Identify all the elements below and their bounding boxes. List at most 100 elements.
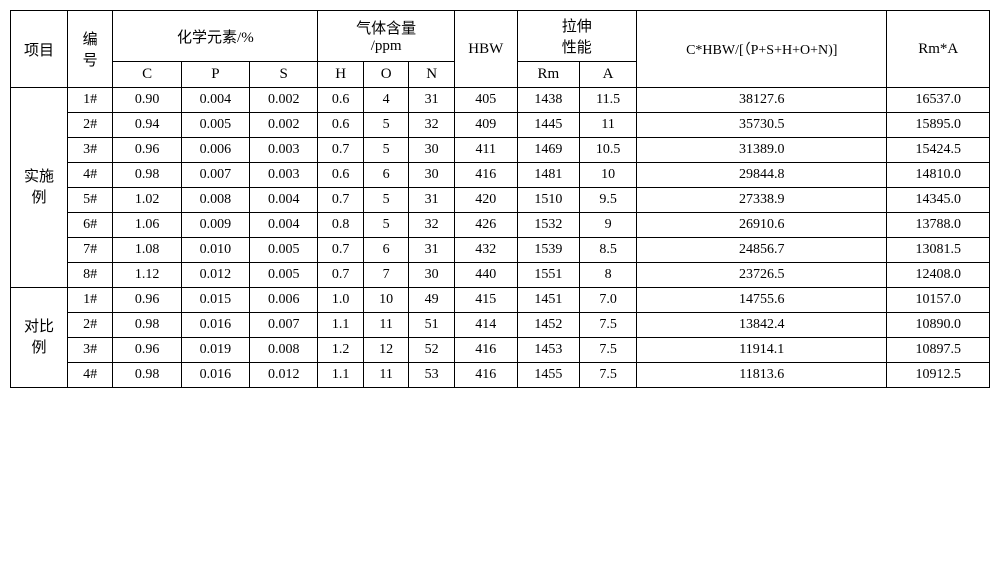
cell-o: 6	[363, 238, 409, 263]
cell-s: 0.008	[250, 338, 318, 363]
cell-hbw: 416	[454, 163, 517, 188]
cell-h: 0.7	[318, 188, 364, 213]
cell-n: 32	[409, 213, 455, 238]
cell-rm: 1469	[517, 138, 580, 163]
cell-formula: 11813.6	[637, 363, 887, 388]
cell-p: 0.012	[181, 263, 249, 288]
cell-n: 31	[409, 238, 455, 263]
cell-s: 0.012	[250, 363, 318, 388]
table-row: 2#0.940.0050.0020.653240914451135730.515…	[11, 113, 990, 138]
cell-num: 1#	[67, 88, 113, 113]
cell-rm: 1445	[517, 113, 580, 138]
cell-formula: 11914.1	[637, 338, 887, 363]
cell-n: 49	[409, 288, 455, 313]
cell-hbw: 415	[454, 288, 517, 313]
header-n: N	[409, 62, 455, 88]
cell-hbw: 409	[454, 113, 517, 138]
table-row: 3#0.960.0060.0030.7530411146910.531389.0…	[11, 138, 990, 163]
cell-hbw: 411	[454, 138, 517, 163]
table-row: 2#0.980.0160.0071.1115141414527.513842.4…	[11, 313, 990, 338]
cell-num: 2#	[67, 313, 113, 338]
cell-formula: 13842.4	[637, 313, 887, 338]
cell-s: 0.003	[250, 163, 318, 188]
cell-a: 10	[580, 163, 637, 188]
cell-formula: 24856.7	[637, 238, 887, 263]
cell-h: 1.0	[318, 288, 364, 313]
cell-s: 0.004	[250, 213, 318, 238]
cell-o: 5	[363, 138, 409, 163]
cell-p: 0.016	[181, 363, 249, 388]
cell-s: 0.002	[250, 113, 318, 138]
table-row: 4#0.980.0070.0030.663041614811029844.814…	[11, 163, 990, 188]
table-row: 实施 例1#0.900.0040.0020.6431405143811.5381…	[11, 88, 990, 113]
table-header: 项目 编 号 化学元素/% 气体含量 /ppm HBW 拉伸 性能 C*HBW/…	[11, 11, 990, 88]
cell-h: 0.7	[318, 138, 364, 163]
header-a: A	[580, 62, 637, 88]
cell-rm: 1532	[517, 213, 580, 238]
cell-rma: 10890.0	[887, 313, 990, 338]
cell-a: 8.5	[580, 238, 637, 263]
cell-o: 11	[363, 313, 409, 338]
cell-rma: 14810.0	[887, 163, 990, 188]
cell-a: 7.5	[580, 338, 637, 363]
cell-num: 7#	[67, 238, 113, 263]
cell-hbw: 432	[454, 238, 517, 263]
cell-o: 5	[363, 188, 409, 213]
cell-c: 0.96	[113, 288, 181, 313]
table-row: 4#0.980.0160.0121.1115341614557.511813.6…	[11, 363, 990, 388]
cell-o: 5	[363, 213, 409, 238]
header-s: S	[250, 62, 318, 88]
cell-rma: 16537.0	[887, 88, 990, 113]
cell-c: 0.98	[113, 163, 181, 188]
cell-s: 0.002	[250, 88, 318, 113]
cell-c: 0.96	[113, 138, 181, 163]
cell-rma: 10157.0	[887, 288, 990, 313]
cell-num: 3#	[67, 138, 113, 163]
cell-a: 10.5	[580, 138, 637, 163]
cell-o: 11	[363, 363, 409, 388]
cell-formula: 26910.6	[637, 213, 887, 238]
cell-p: 0.015	[181, 288, 249, 313]
cell-s: 0.006	[250, 288, 318, 313]
cell-hbw: 405	[454, 88, 517, 113]
cell-n: 31	[409, 188, 455, 213]
table-row: 8#1.120.0120.0050.77304401551823726.5124…	[11, 263, 990, 288]
cell-formula: 38127.6	[637, 88, 887, 113]
cell-a: 9.5	[580, 188, 637, 213]
cell-formula: 31389.0	[637, 138, 887, 163]
cell-s: 0.003	[250, 138, 318, 163]
cell-c: 1.02	[113, 188, 181, 213]
cell-h: 1.1	[318, 363, 364, 388]
cell-formula: 23726.5	[637, 263, 887, 288]
group-label: 对比 例	[11, 288, 68, 388]
header-tensile-group: 拉伸 性能	[517, 11, 637, 62]
cell-p: 0.016	[181, 313, 249, 338]
cell-h: 1.1	[318, 313, 364, 338]
cell-rma: 14345.0	[887, 188, 990, 213]
table-row: 7#1.080.0100.0050.763143215398.524856.71…	[11, 238, 990, 263]
cell-hbw: 416	[454, 338, 517, 363]
cell-rm: 1510	[517, 188, 580, 213]
cell-formula: 29844.8	[637, 163, 887, 188]
cell-p: 0.019	[181, 338, 249, 363]
cell-n: 52	[409, 338, 455, 363]
table-row: 3#0.960.0190.0081.2125241614537.511914.1…	[11, 338, 990, 363]
cell-hbw: 416	[454, 363, 517, 388]
cell-num: 2#	[67, 113, 113, 138]
cell-rm: 1451	[517, 288, 580, 313]
cell-rm: 1455	[517, 363, 580, 388]
cell-a: 7.5	[580, 313, 637, 338]
cell-h: 1.2	[318, 338, 364, 363]
cell-a: 11	[580, 113, 637, 138]
cell-c: 0.90	[113, 88, 181, 113]
cell-c: 0.94	[113, 113, 181, 138]
cell-num: 1#	[67, 288, 113, 313]
cell-a: 9	[580, 213, 637, 238]
cell-p: 0.007	[181, 163, 249, 188]
cell-n: 31	[409, 88, 455, 113]
cell-rm: 1452	[517, 313, 580, 338]
cell-rma: 15424.5	[887, 138, 990, 163]
cell-h: 0.8	[318, 213, 364, 238]
cell-s: 0.007	[250, 313, 318, 338]
header-formula: C*HBW/[（P+S+H+O+N)]	[637, 11, 887, 88]
